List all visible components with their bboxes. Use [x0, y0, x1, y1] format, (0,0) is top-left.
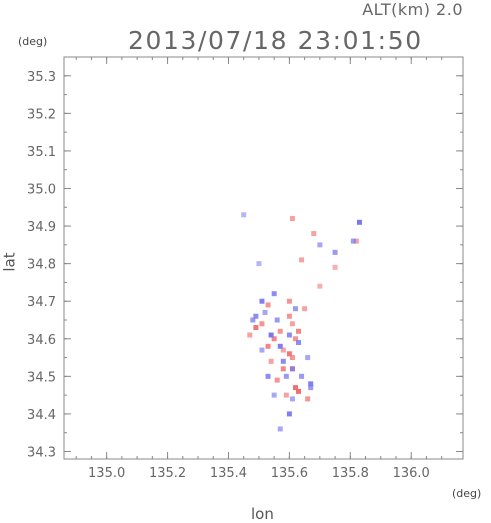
data-point: [241, 212, 247, 218]
data-marks: [241, 212, 362, 432]
x-tick-label: 135.6: [271, 466, 308, 481]
data-point: [332, 249, 338, 255]
data-point: [265, 302, 271, 308]
data-point: [292, 306, 298, 312]
data-point: [280, 358, 286, 364]
data-point: [277, 426, 283, 432]
data-point: [247, 332, 253, 338]
data-point: [271, 291, 277, 297]
y-tick-label: 34.4: [27, 408, 56, 423]
data-point: [262, 309, 268, 315]
data-point: [311, 231, 317, 237]
timestamp-title: 2013/07/18 23:01:50: [128, 26, 423, 55]
data-point: [305, 355, 311, 361]
data-point: [286, 332, 292, 338]
y-tick-label: 35.1: [27, 145, 56, 160]
data-point: [286, 313, 292, 319]
data-point: [286, 298, 292, 304]
x-tick-label: 135.2: [149, 466, 186, 481]
data-point: [271, 336, 277, 342]
data-point: [250, 317, 256, 323]
data-point: [289, 321, 295, 327]
data-point: [271, 392, 277, 398]
data-point: [292, 385, 298, 391]
data-point: [299, 373, 305, 379]
data-point: [259, 347, 265, 353]
y-tick-label: 34.9: [27, 220, 56, 235]
data-point: [289, 216, 295, 222]
x-tick-label: 135.0: [88, 466, 125, 481]
x-axis-label: lon: [251, 505, 274, 523]
data-point: [274, 317, 280, 323]
data-point: [283, 373, 289, 379]
axis-ticks: 34.3 34.4 34.5 34.6 34.7 34.8 34.9 35.0 35.1 35.2…: [27, 56, 463, 481]
y-tick-label: 34.7: [27, 295, 56, 310]
x-tick-label: 135.4: [210, 466, 247, 481]
data-point: [289, 355, 295, 361]
data-point: [299, 257, 305, 263]
data-point: [296, 340, 302, 346]
data-point: [302, 306, 308, 312]
data-point: [332, 264, 338, 270]
y-unit-label: (deg): [18, 35, 48, 48]
data-point: [353, 238, 359, 244]
data-point: [356, 219, 362, 225]
data-point: [253, 313, 259, 319]
data-point: [305, 396, 311, 402]
data-point: [259, 321, 265, 327]
data-point: [292, 336, 298, 342]
y-tick-label: 34.5: [27, 370, 56, 385]
y-tick-label: 34.3: [27, 445, 56, 460]
data-point: [289, 366, 295, 372]
y-tick-label: 34.8: [27, 258, 56, 273]
data-point: [268, 358, 274, 364]
x-tick-label: 135.8: [332, 466, 369, 481]
data-point: [283, 392, 289, 398]
data-point: [289, 396, 295, 402]
data-point: [265, 373, 271, 379]
x-unit-label: (deg): [452, 487, 482, 500]
y-tick-label: 35.3: [27, 70, 56, 85]
y-tick-label: 34.6: [27, 333, 56, 348]
y-tick-label: 35.2: [27, 107, 56, 122]
data-point: [317, 242, 323, 248]
data-point: [253, 325, 259, 331]
data-point: [274, 377, 280, 383]
plot-frame: [63, 56, 464, 460]
data-point: [256, 261, 262, 267]
altitude-label: ALT(km) 2.0: [362, 0, 463, 19]
data-point: [296, 388, 302, 394]
data-point: [350, 238, 356, 244]
data-point: [286, 411, 292, 417]
data-point: [308, 385, 314, 391]
data-point: [280, 366, 286, 372]
data-point: [286, 351, 292, 357]
data-point: [280, 347, 286, 353]
data-point: [268, 332, 274, 338]
x-tick-label: 136.0: [393, 466, 430, 481]
data-point: [265, 343, 271, 349]
data-point: [308, 381, 314, 387]
data-point: [259, 298, 265, 304]
data-point: [277, 343, 283, 349]
y-tick-label: 35.0: [27, 182, 56, 197]
data-point: [317, 283, 323, 289]
data-point: [296, 328, 302, 334]
data-point: [277, 328, 283, 334]
